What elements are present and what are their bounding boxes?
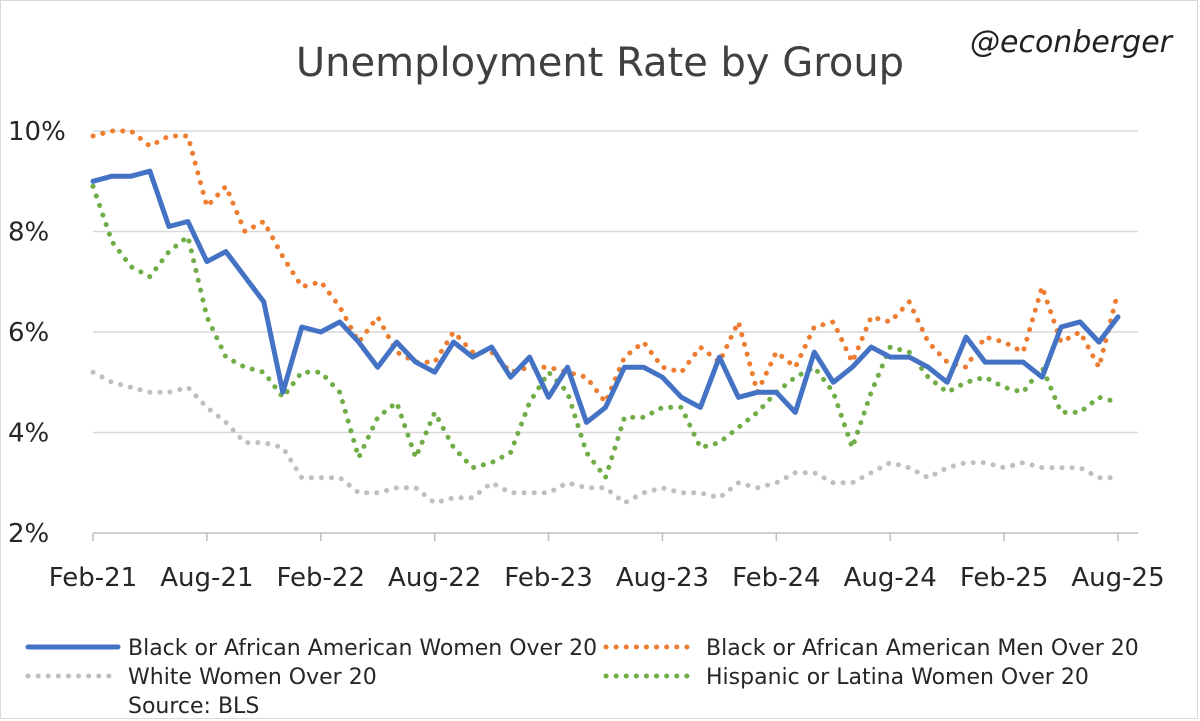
legend-label-hispanic-women: Hispanic or Latina Women Over 20 — [706, 665, 1089, 690]
legend-label-black-women: Black or African American Women Over 20 — [128, 636, 597, 661]
y-axis-tick-labels: 2% 4% 6% 8% 10% — [8, 117, 66, 549]
series-line-black-women — [90, 168, 1121, 425]
series-lines — [90, 128, 1121, 506]
legend-label-black-men: Black or African American Men Over 20 — [706, 636, 1139, 661]
legend: Black or African American Women Over 20 … — [25, 636, 1139, 719]
gridlines — [93, 130, 1138, 434]
x-tick-label: Aug-25 — [1071, 563, 1164, 593]
x-axis-tick-labels: Feb-21 Aug-21 Feb-22 Aug-22 Feb-23 Aug-23 Feb-… — [49, 533, 1165, 593]
x-tick-label: Feb-22 — [277, 563, 366, 593]
watermark-handle: @econberger — [970, 25, 1174, 60]
series-line-black-men — [90, 128, 1121, 405]
x-tick-label: Aug-21 — [160, 563, 253, 593]
y-tick-label: 6% — [8, 318, 49, 348]
x-tick-label: Aug-22 — [388, 563, 481, 593]
x-tick-label: Feb-24 — [732, 563, 821, 593]
source-note: Source: BLS — [128, 694, 259, 719]
y-tick-label: 8% — [8, 218, 49, 248]
series-line-white-women — [90, 369, 1121, 506]
x-tick-label: Feb-23 — [504, 563, 593, 593]
y-tick-label: 10% — [8, 117, 66, 147]
x-tick-label: Feb-21 — [49, 563, 138, 593]
x-tick-label: Feb-25 — [960, 563, 1049, 593]
chart-title: Unemployment Rate by Group — [296, 40, 904, 86]
legend-label-white-women: White Women Over 20 — [128, 665, 377, 690]
y-tick-label: 4% — [8, 419, 49, 449]
x-tick-label: Aug-24 — [844, 563, 937, 593]
y-tick-label: 2% — [8, 519, 49, 549]
series-line-hispanic-women — [90, 183, 1121, 481]
x-tick-label: Aug-23 — [616, 563, 709, 593]
